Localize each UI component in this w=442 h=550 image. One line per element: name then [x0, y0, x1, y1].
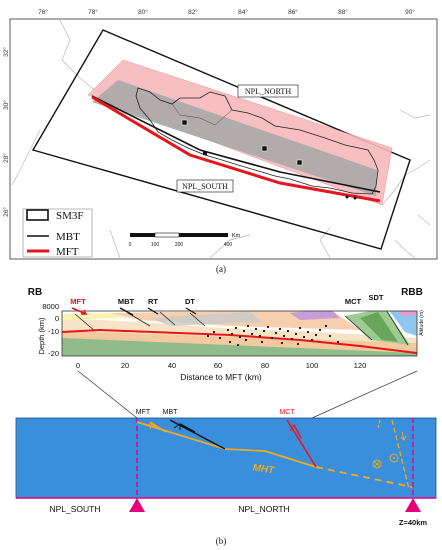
x-tick: 80	[261, 361, 269, 370]
lat-tick: 32°	[2, 47, 10, 57]
lon-tick: 76°	[38, 8, 48, 16]
motion-into-page-symbol	[372, 459, 382, 469]
lat-tick: 26°	[2, 207, 10, 217]
lon-tick: 84°	[238, 8, 248, 16]
map-legend: SM3F MBT MFT	[22, 208, 93, 258]
mft-trace	[91, 95, 381, 203]
region-south-label: NPL_SOUTH	[182, 182, 228, 191]
altitude-tick: 8000	[42, 302, 59, 311]
station-triangle-north	[405, 498, 421, 512]
station-triangle-south	[129, 498, 145, 512]
gray-band	[92, 80, 377, 196]
station-marker	[296, 159, 303, 166]
lon-tick: 80°	[138, 8, 148, 16]
x-tick: 120	[354, 361, 367, 370]
x-tick: 40	[168, 361, 176, 370]
lon-tick: 90°	[405, 8, 415, 16]
panel-a-label: (a)	[216, 264, 226, 274]
scale-tick: 400	[224, 242, 233, 248]
scale-unit: Km	[232, 233, 241, 239]
lat-tick: 30°	[2, 100, 10, 110]
station-marker	[203, 151, 207, 155]
lat-tick: 28°	[2, 153, 10, 163]
fault-label-sdt: SDT	[369, 293, 384, 302]
deep-fault-dashed	[391, 419, 410, 490]
model-domain	[15, 417, 437, 499]
motion-out-of-page-symbol	[389, 453, 399, 463]
station-marker	[261, 145, 268, 152]
model-label-mft: MFT	[136, 409, 151, 416]
bottom-label-north: NPL_NORTH	[238, 504, 289, 514]
model-label-mbt: MBT	[163, 409, 179, 416]
legend-sm3f-swatch	[26, 209, 49, 221]
region-north-label: NPL_NORTH	[245, 87, 291, 96]
region-north-box	[237, 84, 299, 98]
region-south-box	[176, 179, 234, 193]
legend-mft-label: MFT	[56, 246, 79, 258]
zoom-guide-right	[311, 370, 418, 419]
mht-fault-extension	[315, 466, 413, 488]
altitude-label: Altitude (m)	[419, 310, 425, 336]
y-tick: 0	[55, 314, 59, 323]
mht-label: MHT	[252, 463, 276, 477]
x-tick: 20	[121, 361, 129, 370]
fault-label-dt: DT	[185, 297, 195, 306]
lon-tick: 86°	[288, 8, 298, 16]
section-left-end: RB	[28, 287, 42, 298]
cross-section-panel: RB RBB	[28, 287, 425, 419]
nepal-outline	[135, 87, 379, 195]
panel-b-label: (b)	[216, 536, 227, 546]
event-point	[345, 195, 349, 199]
map-panel: 76° 78° 80° 82° 84° 86° 88° 90° 32° 30° …	[2, 8, 438, 274]
scale-tick: 0	[129, 242, 132, 248]
lon-tick: 88°	[338, 8, 348, 16]
x-tick: 100	[306, 361, 319, 370]
mft-arrow	[71, 307, 88, 315]
y-tick: -10	[48, 327, 59, 336]
x-tick: 0	[76, 361, 80, 370]
legend-mbt-label: MBT	[56, 231, 80, 243]
fault-label-mbt: MBT	[118, 297, 135, 306]
x-tick: 60	[214, 361, 222, 370]
lon-tick: 78°	[88, 8, 98, 16]
mft-slip-arrow	[149, 421, 167, 433]
scale-bar: Km 0 100 200 400	[129, 232, 241, 248]
bottom-label-south: NPL_SOUTH	[49, 504, 100, 514]
model-label-mct: MCT	[279, 409, 295, 416]
rt-arrow	[147, 307, 159, 315]
dt-arrow	[185, 307, 197, 315]
mbt-arrow	[119, 307, 134, 316]
scale-tick: 200	[175, 242, 184, 248]
fault-label-mct: MCT	[345, 297, 362, 306]
station-marker	[181, 119, 188, 126]
lon-tick: 82°	[188, 8, 198, 16]
y-tick: -20	[48, 349, 59, 358]
event-point	[353, 196, 357, 200]
scale-tick: 100	[151, 242, 160, 248]
fault-label-mft: MFT	[70, 297, 86, 306]
geology-layers	[62, 311, 417, 356]
sm3f-boundary	[31, 29, 411, 250]
depth-label: Z=40km	[399, 518, 427, 527]
zoom-guide-left	[77, 370, 138, 419]
legend-sm3f-label: SM3F	[56, 210, 84, 222]
model-panel: MFT MBT MCT MHT NPL_SOUTH NPL_NORTH Z=40…	[15, 409, 437, 546]
mbt-trace	[91, 95, 381, 193]
y-axis-label: Depth (km)	[37, 317, 46, 355]
section-right-end: RBB	[401, 287, 423, 298]
mht-fault	[136, 421, 317, 468]
section-frame	[61, 310, 418, 357]
fault-label-rt: RT	[148, 297, 158, 306]
x-axis-label: Distance to MFT (km)	[180, 372, 262, 382]
